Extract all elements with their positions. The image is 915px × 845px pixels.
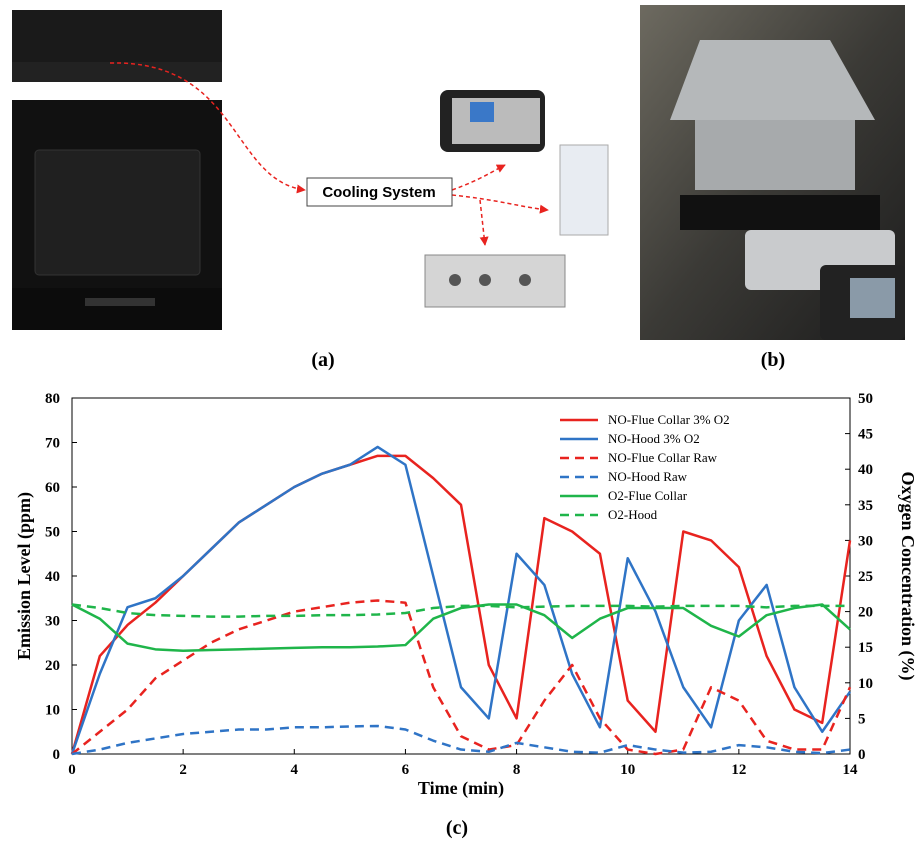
- panel-label: (b): [761, 349, 785, 371]
- y-tick-label: 40: [45, 569, 60, 585]
- panel-label: (c): [446, 817, 468, 839]
- y-tick-label: 30: [45, 614, 60, 630]
- y-tick-label: 80: [45, 391, 60, 407]
- x-tick-label: 0: [68, 762, 76, 778]
- y2-tick-label: 20: [858, 605, 873, 621]
- y2-tick-label: 45: [858, 427, 873, 443]
- y-tick-label: 20: [45, 658, 60, 674]
- y-tick-label: 60: [45, 480, 60, 496]
- chart: 0 2 4 6 8 10 12 1401020304050607080051015202530…: [14, 391, 915, 799]
- series-line: [71, 599, 852, 756]
- legend-label: O2-Hood: [608, 507, 658, 522]
- analyzer-illustrations: [424, 90, 609, 308]
- legend-label: O2-Flue Collar: [608, 488, 688, 503]
- y-axis-label: Emission Level (ppm): [14, 492, 35, 660]
- x-tick-label: 14: [843, 762, 859, 778]
- stove-illustration: [12, 10, 222, 330]
- panel-label: (a): [311, 349, 334, 371]
- y2-tick-label: 35: [858, 498, 873, 514]
- series-line: [71, 603, 851, 653]
- y2-tick-label: 25: [858, 569, 873, 585]
- x-tick-label: 2: [179, 762, 187, 778]
- y2-tick-label: 40: [858, 462, 873, 478]
- legend-label: NO-Hood Raw: [608, 469, 688, 484]
- cooling-box: [306, 177, 453, 207]
- flow-arrows: [109, 62, 549, 246]
- x-axis-label: Time (min): [418, 778, 504, 799]
- legend-label: NO-Flue Collar 3% O2: [608, 412, 730, 427]
- x-tick-label: 6: [402, 762, 410, 778]
- y2-axis-label: Oxygen Concentration (%): [897, 472, 915, 681]
- plot-frame: [71, 397, 851, 755]
- series-line: [71, 603, 850, 618]
- y2-tick-label: 5: [858, 711, 866, 727]
- x-tick-label: 4: [291, 762, 299, 778]
- x-tick-label: 12: [731, 762, 746, 778]
- y-tick-label: 70: [45, 436, 60, 452]
- y-tick-label: 50: [45, 525, 60, 541]
- y2-tick-label: 15: [858, 640, 873, 656]
- y2-tick-label: 30: [858, 533, 873, 549]
- x-tick-label: 10: [620, 762, 635, 778]
- legend-label: NO-Hood 3% O2: [608, 431, 700, 446]
- y2-tick-label: 0: [858, 747, 866, 763]
- cooling-label: Cooling System: [322, 184, 435, 201]
- y-tick-label: 0: [53, 747, 61, 763]
- y-tick-label: 10: [45, 703, 60, 719]
- photo: [640, 5, 905, 340]
- legend-label: NO-Flue Collar Raw: [608, 450, 718, 465]
- x-tick-label: 8: [513, 762, 521, 778]
- series-line: [70, 445, 852, 755]
- y2-tick-label: 10: [858, 676, 873, 692]
- y2-tick-label: 50: [858, 391, 873, 407]
- series-line: [71, 724, 851, 756]
